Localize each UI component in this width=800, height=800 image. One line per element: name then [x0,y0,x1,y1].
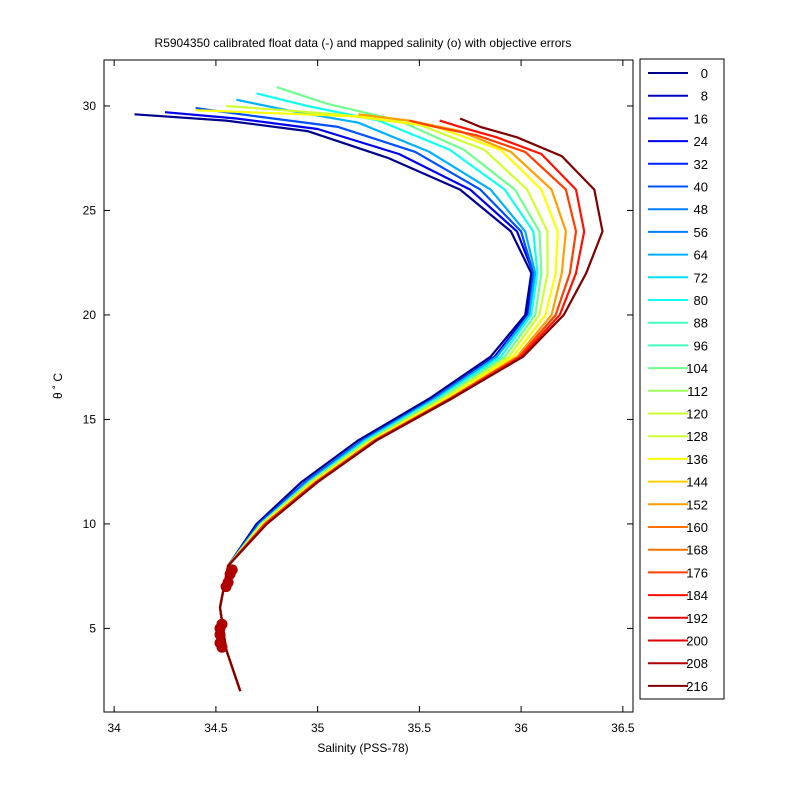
legend: 0 8 16 24 32 40 48 56 64 72 80 88 96 104 112 120 128 136 1… [639,58,725,700]
x-tick-label: 34.5 [204,721,228,735]
legend-label: 176 [686,565,708,580]
legend-label: 24 [694,134,708,149]
x-tick-label: 36.5 [611,721,635,735]
legend-label: 80 [694,293,708,308]
y-tick-label: 20 [83,308,97,322]
legend-label: 144 [686,475,708,490]
legend-label: 64 [694,248,708,263]
y-axis-label: θ ˚ C [51,373,65,399]
legend-label: 56 [694,225,708,240]
legend-label: 72 [694,270,708,285]
legend-label: 120 [686,407,708,422]
legend-label: 128 [686,429,708,444]
legend-label: 168 [686,543,708,558]
legend-label: 0 [701,66,708,81]
legend-label: 160 [686,520,708,535]
legend-label: 40 [694,180,708,195]
legend-label: 8 [701,89,708,104]
y-tick-label: 30 [83,99,97,113]
y-tick-label: 25 [83,203,97,217]
plot-frame [103,59,634,713]
legend-label: 96 [694,338,708,353]
x-tick-label: 34 [107,721,121,735]
y-tick-label: 5 [89,621,96,635]
y-tick-label: 10 [83,517,97,531]
x-tick-label: 36 [514,721,528,735]
legend-label: 136 [686,452,708,467]
legend-label: 48 [694,202,708,217]
legend-label: 200 [686,634,708,649]
legend-label: 112 [687,384,708,399]
legend-label: 192 [686,611,708,626]
legend-label: 216 [686,679,708,694]
y-tick-label: 15 [83,412,97,426]
legend-label: 16 [694,111,708,126]
x-tick-label: 35 [311,721,325,735]
legend-label: 32 [694,157,708,172]
x-axis: 34 34.5 35 35.5 36 36.5 [107,60,635,735]
y-axis: 5 10 15 20 25 30 [83,99,633,635]
mapped-point [216,641,228,653]
legend-label: 208 [686,656,708,671]
x-tick-label: 35.5 [408,721,432,735]
legend-label: 152 [686,497,708,512]
x-axis-label: Salinity (PSS-78) [317,741,408,755]
plot-area [103,59,634,713]
legend-label: 88 [694,316,708,331]
legend-label: 104 [686,361,708,376]
legend-box [639,58,725,700]
chart-title: R5904350 calibrated float data (-) and m… [155,36,572,50]
legend-label: 184 [686,588,708,603]
mapped-point [220,581,232,593]
